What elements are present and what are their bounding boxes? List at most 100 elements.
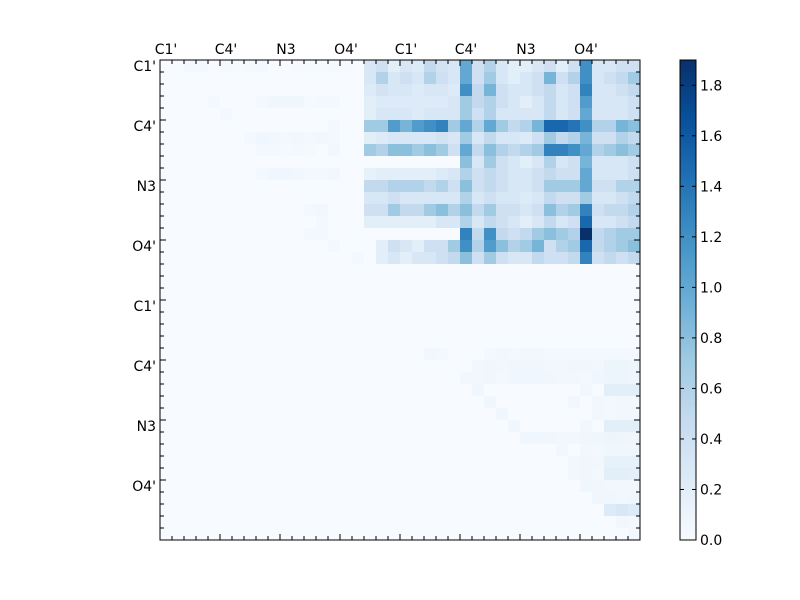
heatmap-cell (268, 264, 281, 277)
heatmap-cell (580, 504, 593, 517)
heatmap-cell (400, 264, 413, 277)
heatmap-cell (556, 144, 569, 157)
heatmap-cell (496, 504, 509, 517)
heatmap-cell (232, 108, 245, 121)
heatmap-cell (160, 120, 173, 133)
heatmap-cell (184, 288, 197, 301)
heatmap-cell (616, 108, 629, 121)
heatmap-cell (616, 432, 629, 445)
heatmap-cell (568, 432, 581, 445)
heatmap-cell (424, 192, 437, 205)
heatmap-cell (436, 432, 449, 445)
heatmap-cell (508, 288, 521, 301)
heatmap-cell (412, 120, 425, 133)
heatmap-cell (460, 372, 473, 385)
heatmap-cell (364, 156, 377, 169)
heatmap-cell (532, 396, 545, 409)
heatmap-cell (184, 468, 197, 481)
heatmap-cell (532, 456, 545, 469)
heatmap-cell (532, 468, 545, 481)
heatmap-cell (544, 264, 557, 277)
heatmap-cell (172, 384, 185, 397)
heatmap-cell (328, 444, 341, 457)
heatmap-cell (508, 384, 521, 397)
heatmap-cell (436, 240, 449, 253)
heatmap-cell (616, 192, 629, 205)
heatmap-cell (436, 360, 449, 373)
heatmap-cell (508, 240, 521, 253)
heatmap-cell (328, 288, 341, 301)
heatmap-cell (508, 336, 521, 349)
heatmap-cell (196, 516, 209, 529)
heatmap-cell (448, 324, 461, 337)
heatmap-cell (544, 276, 557, 289)
heatmap-cell (544, 312, 557, 325)
heatmap-cell (412, 228, 425, 241)
heatmap-cell (244, 432, 257, 445)
heatmap-cell (484, 60, 497, 73)
heatmap-cell (472, 516, 485, 529)
heatmap-cell (628, 84, 641, 97)
heatmap-cell (304, 468, 317, 481)
heatmap-cell (256, 480, 269, 493)
heatmap-cell (184, 228, 197, 241)
heatmap-cell (568, 276, 581, 289)
heatmap-cell (424, 156, 437, 169)
heatmap-cell (616, 84, 629, 97)
heatmap-cell (400, 492, 413, 505)
heatmap-cell (172, 72, 185, 85)
heatmap-cell (544, 216, 557, 229)
heatmap-cell (292, 432, 305, 445)
heatmap-cell (232, 384, 245, 397)
heatmap-cell (436, 408, 449, 421)
heatmap-cell (376, 372, 389, 385)
heatmap-cell (484, 516, 497, 529)
heatmap-cell (376, 120, 389, 133)
heatmap-cell (352, 408, 365, 421)
heatmap-cell (520, 408, 533, 421)
heatmap-cell (592, 192, 605, 205)
heatmap-cell (436, 312, 449, 325)
heatmap-cell (460, 60, 473, 73)
heatmap-cell (268, 384, 281, 397)
heatmap-cell (484, 216, 497, 229)
heatmap-cell (280, 240, 293, 253)
heatmap-cell (328, 252, 341, 265)
heatmap-cell (400, 504, 413, 517)
heatmap-cell (436, 96, 449, 109)
heatmap-cell (484, 456, 497, 469)
heatmap-cell (184, 156, 197, 169)
heatmap-cell (484, 108, 497, 121)
heatmap-cell (292, 240, 305, 253)
heatmap-cell (292, 456, 305, 469)
heatmap-cell (532, 504, 545, 517)
heatmap-cell (484, 336, 497, 349)
heatmap-cell (496, 372, 509, 385)
heatmap-cell (196, 348, 209, 361)
heatmap-cell (580, 312, 593, 325)
heatmap-cell (436, 336, 449, 349)
heatmap-cell (316, 240, 329, 253)
heatmap-cell (340, 156, 353, 169)
heatmap-cell (292, 96, 305, 109)
heatmap-cell (184, 456, 197, 469)
heatmap-cell (256, 432, 269, 445)
heatmap-cell (508, 120, 521, 133)
heatmap-cell (448, 96, 461, 109)
heatmap-cell (364, 264, 377, 277)
heatmap-cell (568, 504, 581, 517)
x-tick-label: C1' (395, 42, 418, 58)
heatmap-cell (580, 348, 593, 361)
y-tick-label: N3 (137, 419, 156, 435)
heatmap-cell (304, 252, 317, 265)
heatmap-cell (400, 312, 413, 325)
heatmap-cell (280, 480, 293, 493)
heatmap-cell (496, 132, 509, 145)
heatmap-cell (184, 192, 197, 205)
heatmap-cell (220, 204, 233, 217)
heatmap-cell (460, 144, 473, 157)
heatmap-cell (340, 432, 353, 445)
heatmap-cell (400, 288, 413, 301)
heatmap-cell (436, 516, 449, 529)
colorbar-tick-label: 0.2 (700, 482, 722, 498)
